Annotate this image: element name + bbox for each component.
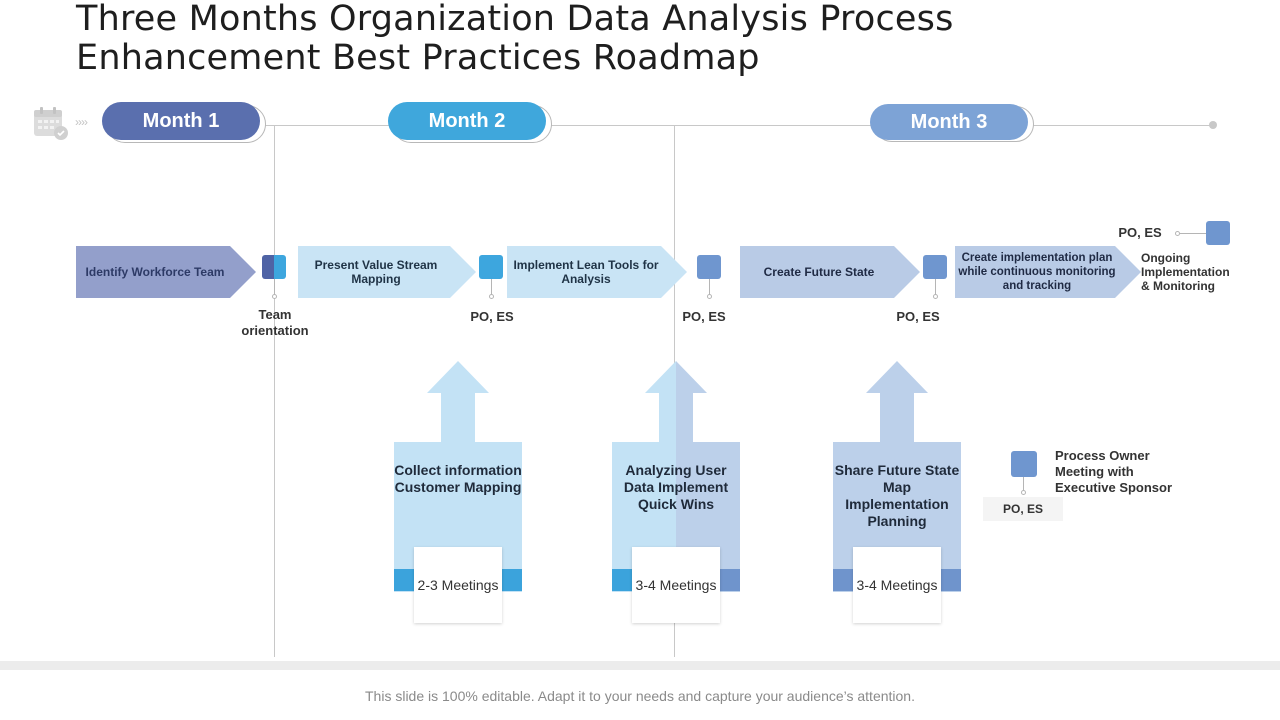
chevrons-icon: ›››› xyxy=(75,115,88,129)
step-identify-workforce: Identify Workforce Team xyxy=(76,246,256,298)
step-implement-lean: Implement Lean Tools for Analysis xyxy=(507,246,687,298)
footer-bar xyxy=(0,661,1280,670)
legend-square xyxy=(1011,451,1037,477)
legend-text: Process Owner Meeting with Executive Spo… xyxy=(1055,448,1173,495)
milestone-label: PO, ES xyxy=(896,309,940,324)
milestone-square xyxy=(479,255,503,279)
milestone-label: PO, ES xyxy=(682,309,726,324)
milestone-label: PO, ES xyxy=(1118,225,1162,240)
milestone-label: PO, ES xyxy=(470,309,514,324)
legend-code: PO, ES xyxy=(983,497,1063,521)
timeline-end-dot xyxy=(1209,121,1217,129)
meetings-card: 3-4 Meetings xyxy=(853,547,941,623)
page-title: Three Months Organization Data Analysis … xyxy=(76,0,954,78)
milestone-square xyxy=(1206,221,1230,245)
footer-note: This slide is 100% editable. Adapt it to… xyxy=(365,688,915,704)
step-create-implementation-plan: Create implementation plan while continu… xyxy=(955,246,1141,298)
milestone-square xyxy=(697,255,721,279)
month-divider xyxy=(274,125,275,657)
milestone-square xyxy=(262,255,286,279)
calendar-icon xyxy=(34,107,68,140)
step-present-value-stream: Present Value Stream Mapping xyxy=(298,246,476,298)
month-2-pill[interactable]: Month 2 xyxy=(388,102,546,140)
ongoing-label: Ongoing Implementation & Monitoring xyxy=(1141,251,1230,293)
milestone-label: Team orientation xyxy=(241,307,309,338)
month-1-pill[interactable]: Month 1 xyxy=(102,102,260,140)
month-3-pill[interactable]: Month 3 xyxy=(870,104,1028,140)
step-create-future-state: Create Future State xyxy=(740,246,920,298)
milestone-square xyxy=(923,255,947,279)
timeline-line xyxy=(262,125,1212,126)
meetings-card: 2-3 Meetings xyxy=(414,547,502,623)
meetings-card: 3-4 Meetings xyxy=(632,547,720,623)
